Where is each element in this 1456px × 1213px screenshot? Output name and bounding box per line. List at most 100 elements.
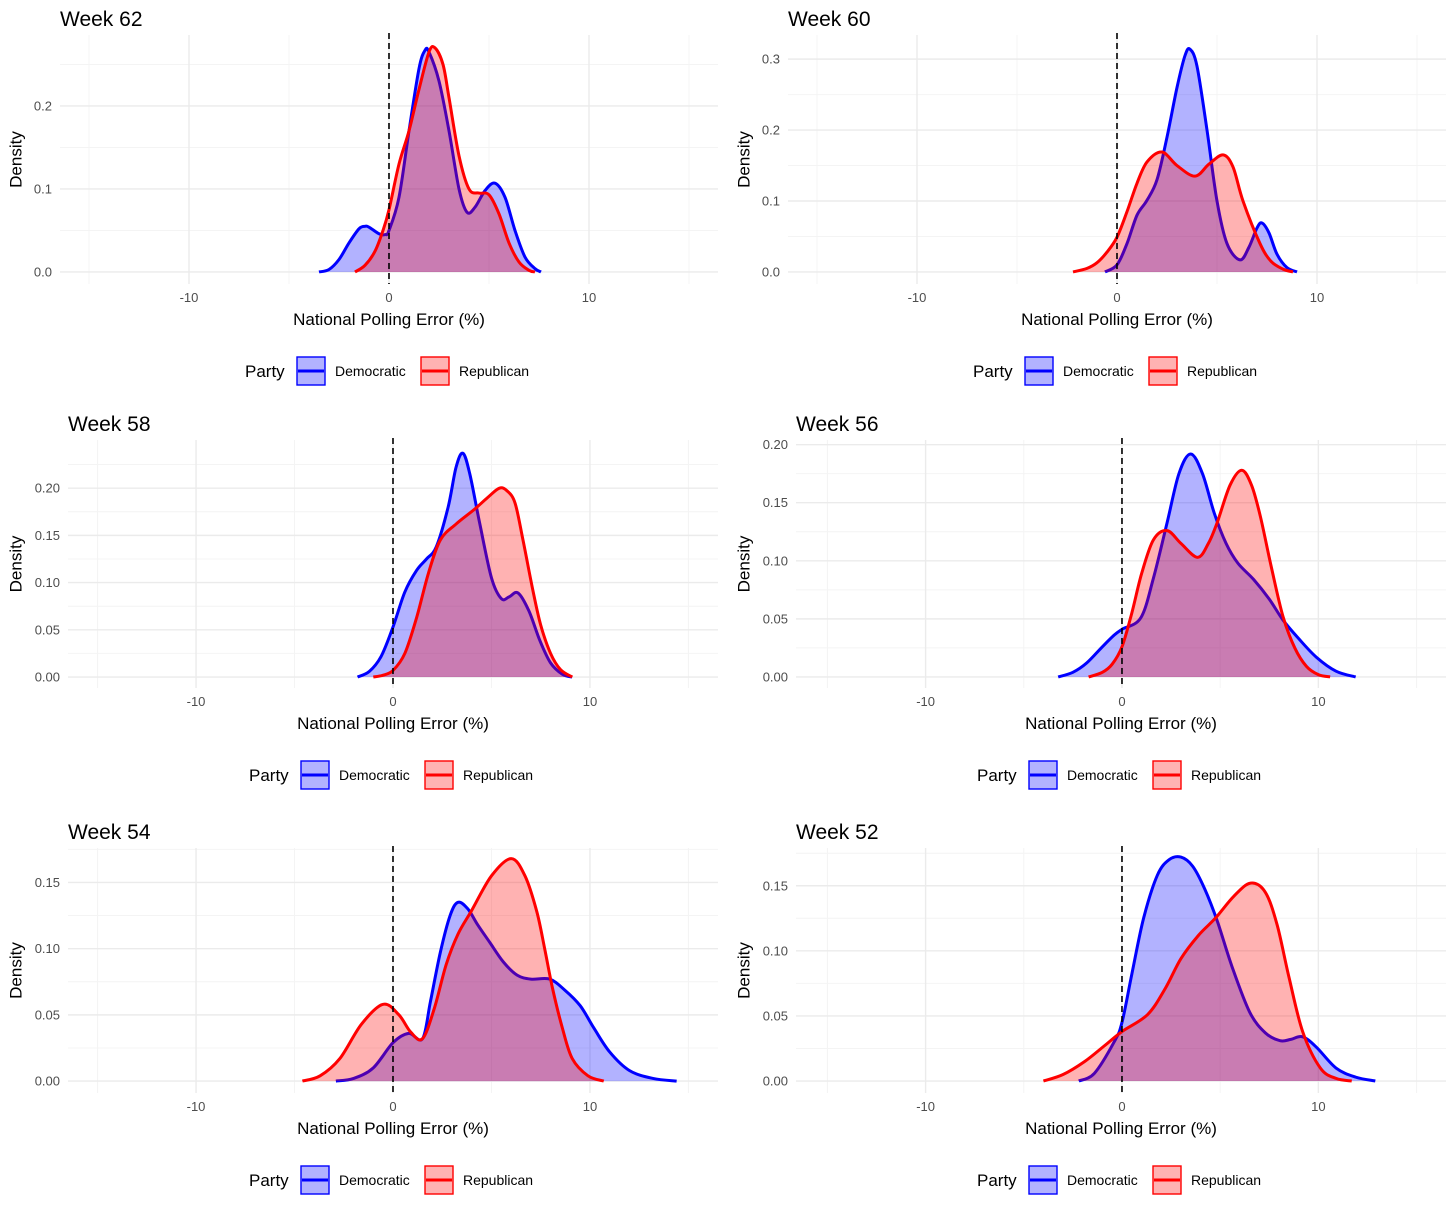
legend: Party Democratic Republican: [249, 760, 533, 790]
x-tick-label: -10: [908, 290, 927, 305]
y-tick-label: 0.00: [763, 669, 788, 684]
legend-label: Republican: [463, 767, 533, 783]
legend-key-democratic: [1028, 1165, 1058, 1195]
y-tick-label: 0.10: [763, 943, 788, 958]
legend-label: Republican: [1191, 767, 1261, 783]
legend-key-republican: [1148, 356, 1178, 386]
x-tick-label: 10: [582, 290, 596, 305]
democratic-density-line: [318, 46, 542, 274]
panel-title: Week 62: [60, 8, 143, 31]
legend-key-republican: [424, 760, 454, 790]
x-axis-title: National Polling Error (%): [1025, 1119, 1217, 1138]
y-tick-label: 0.20: [35, 481, 60, 496]
panel-week-54: Week 54 -10 0 10 0.00 0.05 0.10 0.15 National Po…: [6, 821, 718, 1195]
panel-week-56: Week 56 -10 0 10 0.00 0.05 0.10 0.15 0.20 Nationa…: [734, 413, 1446, 790]
republican-density-line: [1042, 881, 1352, 1083]
y-tick-label: 0.00: [35, 1074, 60, 1089]
democratic-density-line: [356, 451, 573, 679]
x-tick-label: -10: [187, 1099, 206, 1114]
x-tick-label: 0: [389, 694, 396, 709]
legend-title: Party: [977, 766, 1017, 785]
y-tick-label: 0.05: [35, 622, 60, 637]
legend-key-democratic: [1028, 760, 1058, 790]
x-axis-title: National Polling Error (%): [1021, 310, 1213, 329]
y-tick-label: 0.05: [35, 1007, 60, 1022]
y-tick-label: 0.15: [35, 875, 60, 890]
legend-label: Democratic: [1067, 767, 1138, 783]
x-tick-label: 10: [583, 1099, 597, 1114]
legend-title: Party: [249, 766, 289, 785]
y-tick-label: 0.1: [34, 181, 52, 196]
x-tick-label: -10: [916, 1099, 935, 1114]
panel-title: Week 60: [788, 8, 871, 31]
legend-title: Party: [973, 362, 1013, 381]
panel-week-62: Week 62 -10 0 10 0.0 0.1 0.2 National Polling E…: [6, 8, 718, 386]
legend-title: Party: [249, 1171, 289, 1190]
democratic-density-area: [1078, 856, 1376, 1082]
x-axis-title: National Polling Error (%): [1025, 714, 1217, 733]
y-tick-label: 0.10: [35, 575, 60, 590]
y-tick-label: 0.0: [762, 264, 780, 279]
x-tick-label: 10: [1311, 694, 1325, 709]
democratic-density-line: [1078, 855, 1376, 1083]
legend-label: Democratic: [1063, 363, 1134, 379]
y-tick-label: 0.15: [763, 495, 788, 510]
legend-title: Party: [977, 1171, 1017, 1190]
republican-density-line: [354, 44, 536, 274]
x-tick-label: 0: [1118, 1099, 1125, 1114]
y-tick-label: 0.05: [763, 1008, 788, 1023]
legend-title: Party: [245, 362, 285, 381]
legend-key-republican: [420, 356, 450, 386]
democratic-density-area: [1105, 48, 1297, 272]
y-axis-title: Density: [6, 942, 25, 999]
republican-density-line: [301, 857, 605, 1083]
legend-key-republican: [424, 1165, 454, 1195]
republican-density-area: [1043, 883, 1352, 1082]
y-tick-label: 0.1: [762, 194, 780, 209]
republican-density-area: [355, 46, 535, 272]
x-tick-label: 10: [1310, 290, 1324, 305]
panel-title: Week 58: [68, 413, 151, 436]
x-tick-label: 10: [583, 694, 597, 709]
republican-density-area: [1088, 470, 1331, 677]
x-tick-label: 0: [1113, 290, 1120, 305]
legend-label: Republican: [459, 363, 529, 379]
republican-density-area: [1073, 152, 1293, 272]
legend-key-democratic: [300, 1165, 330, 1195]
democratic-density-area: [357, 453, 573, 678]
y-tick-label: 0.15: [763, 878, 788, 893]
x-tick-label: -10: [180, 290, 199, 305]
x-tick-label: 0: [1118, 694, 1125, 709]
republican-density-area: [373, 487, 573, 678]
republican-density-line: [373, 486, 574, 679]
legend-key-democratic: [296, 356, 326, 386]
legend-label: Republican: [1191, 1172, 1261, 1188]
legend-key-republican: [1152, 1165, 1182, 1195]
legend-label: Republican: [1187, 363, 1257, 379]
panel-title: Week 52: [796, 821, 879, 844]
legend: Party Democratic Republican: [977, 1165, 1261, 1195]
x-axis-title: National Polling Error (%): [293, 310, 485, 329]
democratic-density-line: [1057, 452, 1357, 679]
y-axis-title: Density: [6, 131, 25, 188]
legend-label: Democratic: [1067, 1172, 1138, 1188]
panel-week-60: Week 60 -10 0 10 0.0 0.1 0.2 0.3 National Pollin…: [734, 8, 1446, 386]
y-tick-label: 0.10: [763, 553, 788, 568]
y-tick-label: 0.10: [35, 941, 60, 956]
legend-label: Democratic: [335, 363, 406, 379]
democratic-density-area: [335, 902, 677, 1082]
panel-title: Week 54: [68, 821, 151, 844]
panel-week-58: Week 58 -10 0 10 0.00 0.05 0.10 0.15 0.20 Nationa…: [6, 413, 718, 790]
y-tick-label: 0.0: [34, 264, 52, 279]
y-tick-label: 0.20: [763, 437, 788, 452]
republican-density-area: [302, 858, 604, 1082]
y-tick-label: 0.15: [35, 528, 60, 543]
y-tick-label: 0.00: [763, 1074, 788, 1089]
legend-key-democratic: [300, 760, 330, 790]
x-tick-label: 0: [385, 290, 392, 305]
y-axis-title: Density: [734, 942, 753, 999]
x-axis-title: National Polling Error (%): [297, 714, 489, 733]
legend-key-republican: [1152, 760, 1182, 790]
legend-label: Republican: [463, 1172, 533, 1188]
y-tick-label: 0.05: [763, 611, 788, 626]
